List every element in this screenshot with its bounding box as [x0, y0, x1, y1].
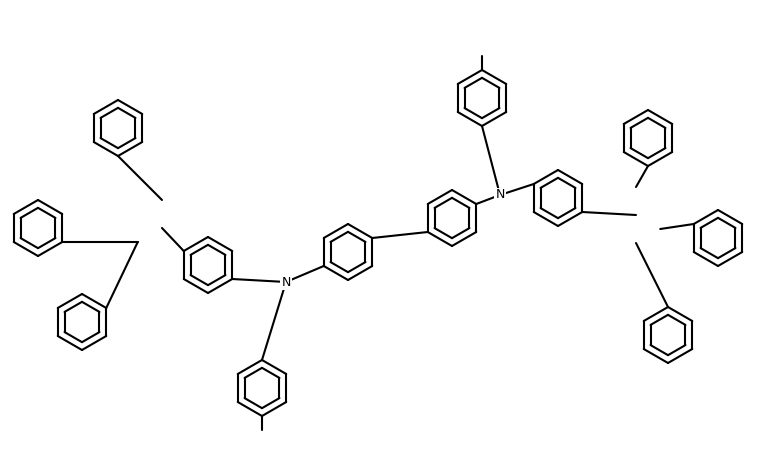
- Text: N: N: [495, 189, 505, 201]
- Text: N: N: [281, 275, 290, 288]
